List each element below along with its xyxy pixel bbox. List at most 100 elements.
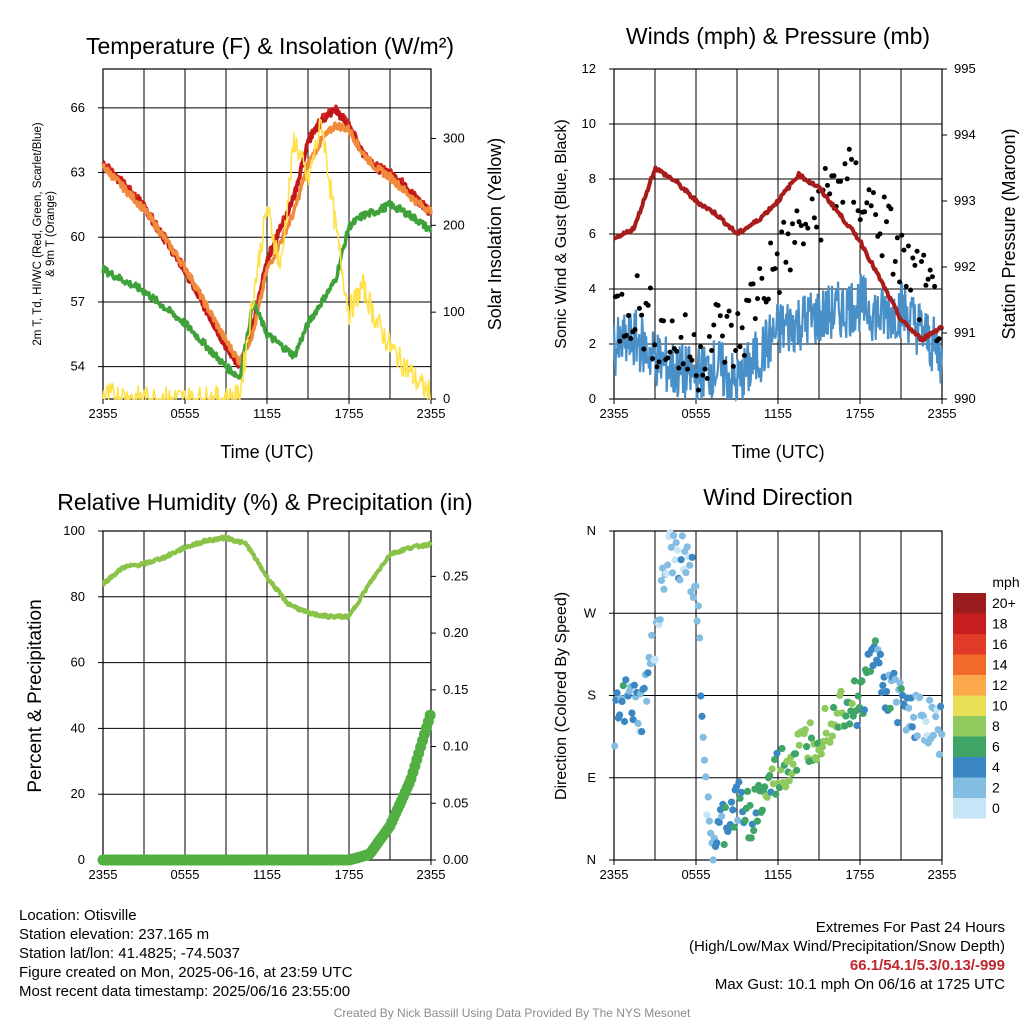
legend-swatch <box>953 593 986 614</box>
direction-point <box>709 856 717 864</box>
gust-point <box>746 298 752 304</box>
gust-point <box>923 282 929 288</box>
temp-y2tick-label: 300 <box>443 130 465 145</box>
wind-y2tick-label: 995 <box>954 61 976 76</box>
direction-point <box>932 713 940 721</box>
gust-point <box>840 199 846 205</box>
elevation-text: Station elevation: 237.165 m <box>19 926 210 943</box>
gust-point <box>881 194 887 200</box>
gust-point <box>619 291 625 297</box>
gust-point <box>774 251 780 257</box>
gust-point <box>717 313 723 319</box>
direction-point <box>638 728 646 736</box>
dir-xtick-label: 2355 <box>928 867 957 882</box>
direction-point <box>713 839 721 847</box>
direction-point <box>828 732 837 740</box>
dir-xtick-label: 1755 <box>846 867 875 882</box>
y-axis-label: 2m T, Td, HI/WC (Red, Green, Scarlet/Blu… <box>32 122 57 345</box>
legend-swatch <box>953 777 986 798</box>
gust-point <box>700 372 706 378</box>
gust-point <box>726 308 732 314</box>
direction-point <box>879 681 887 690</box>
direction-point <box>782 783 790 791</box>
wind-y2tick-label: 994 <box>954 127 976 142</box>
direction-point <box>692 582 700 590</box>
direction-point <box>677 556 685 564</box>
direction-point <box>697 692 705 700</box>
rh-y2tick-label: 0.10 <box>443 739 468 754</box>
temperature-panel: Temperature (F) & Insolation (W/m²) 54 57 6… <box>32 33 505 462</box>
gust-point <box>901 247 907 253</box>
direction-point <box>668 569 677 577</box>
direction-point <box>753 817 762 825</box>
direction-point <box>894 719 902 727</box>
gust-point <box>674 348 680 354</box>
gust-point <box>755 296 760 302</box>
temp-ytick-label: 60 <box>71 229 85 244</box>
direction-point <box>686 561 694 569</box>
gust-point <box>822 166 828 171</box>
gust-point <box>894 235 900 241</box>
direction-point <box>613 689 621 697</box>
gust-point <box>936 336 942 342</box>
dir-xtick-label: 1155 <box>764 867 792 882</box>
direction-point <box>683 543 691 551</box>
wind-xtick-label: 1155 <box>764 406 792 421</box>
gust-point <box>798 223 804 229</box>
direction-point <box>773 749 781 757</box>
direction-point <box>812 756 821 764</box>
gust-point <box>811 215 817 221</box>
direction-point <box>789 760 797 768</box>
gust-point <box>825 182 830 188</box>
legend-label: 6 <box>992 739 1000 755</box>
direction-point <box>858 677 866 685</box>
gust-point <box>879 253 885 259</box>
humidity-precip-panel: Relative Humidity (%) & Precipitation (i… <box>25 489 473 882</box>
gust-point <box>827 191 833 197</box>
direction-point <box>886 704 894 712</box>
gust-point <box>851 199 857 205</box>
legend-label: 18 <box>992 616 1008 632</box>
y2-axis-label: Solar Insolation (Yellow) <box>485 138 505 330</box>
direction-point <box>842 712 850 720</box>
gust-point <box>932 283 938 289</box>
gust-point <box>757 266 763 272</box>
direction-point <box>871 637 880 645</box>
direction-point <box>750 826 758 835</box>
rh-y2tick-label: 0.15 <box>443 682 468 697</box>
gust-point <box>838 178 844 184</box>
direction-point <box>853 721 861 730</box>
direction-point <box>660 585 668 593</box>
direction-point <box>819 743 827 751</box>
gust-point <box>868 203 874 209</box>
direction-point <box>651 655 659 664</box>
gust-point <box>781 219 787 225</box>
gust-point <box>919 259 924 264</box>
direction-point <box>698 712 706 720</box>
gust-point <box>728 322 734 328</box>
temp-y2tick-label: 100 <box>443 304 465 319</box>
gust-point <box>632 327 638 333</box>
gust-point <box>796 219 802 225</box>
x-axis-label: Time (UTC) <box>731 442 824 462</box>
direction-point <box>670 532 678 540</box>
gust-point <box>669 318 675 324</box>
gust-point <box>877 231 883 237</box>
direction-point <box>656 616 664 624</box>
direction-point <box>821 704 829 713</box>
gust-point <box>735 311 741 317</box>
rh-ytick-label: 40 <box>71 720 85 735</box>
gust-point <box>617 338 623 344</box>
direction-point <box>629 716 637 724</box>
gust-point <box>818 237 824 243</box>
chart-title: Winds (mph) & Pressure (mb) <box>626 23 930 49</box>
direction-point <box>913 732 921 740</box>
max-gust-text: Max Gust: 10.1 mph On 06/16 at 1725 UTC <box>714 976 1005 993</box>
gust-point <box>636 305 642 311</box>
series-9m-t <box>101 121 433 366</box>
temp-ytick-label: 54 <box>71 359 85 374</box>
credit-text: Created By Nick Bassill Using Data Provi… <box>333 1006 691 1020</box>
gust-point <box>667 349 673 355</box>
direction-point <box>694 602 702 610</box>
